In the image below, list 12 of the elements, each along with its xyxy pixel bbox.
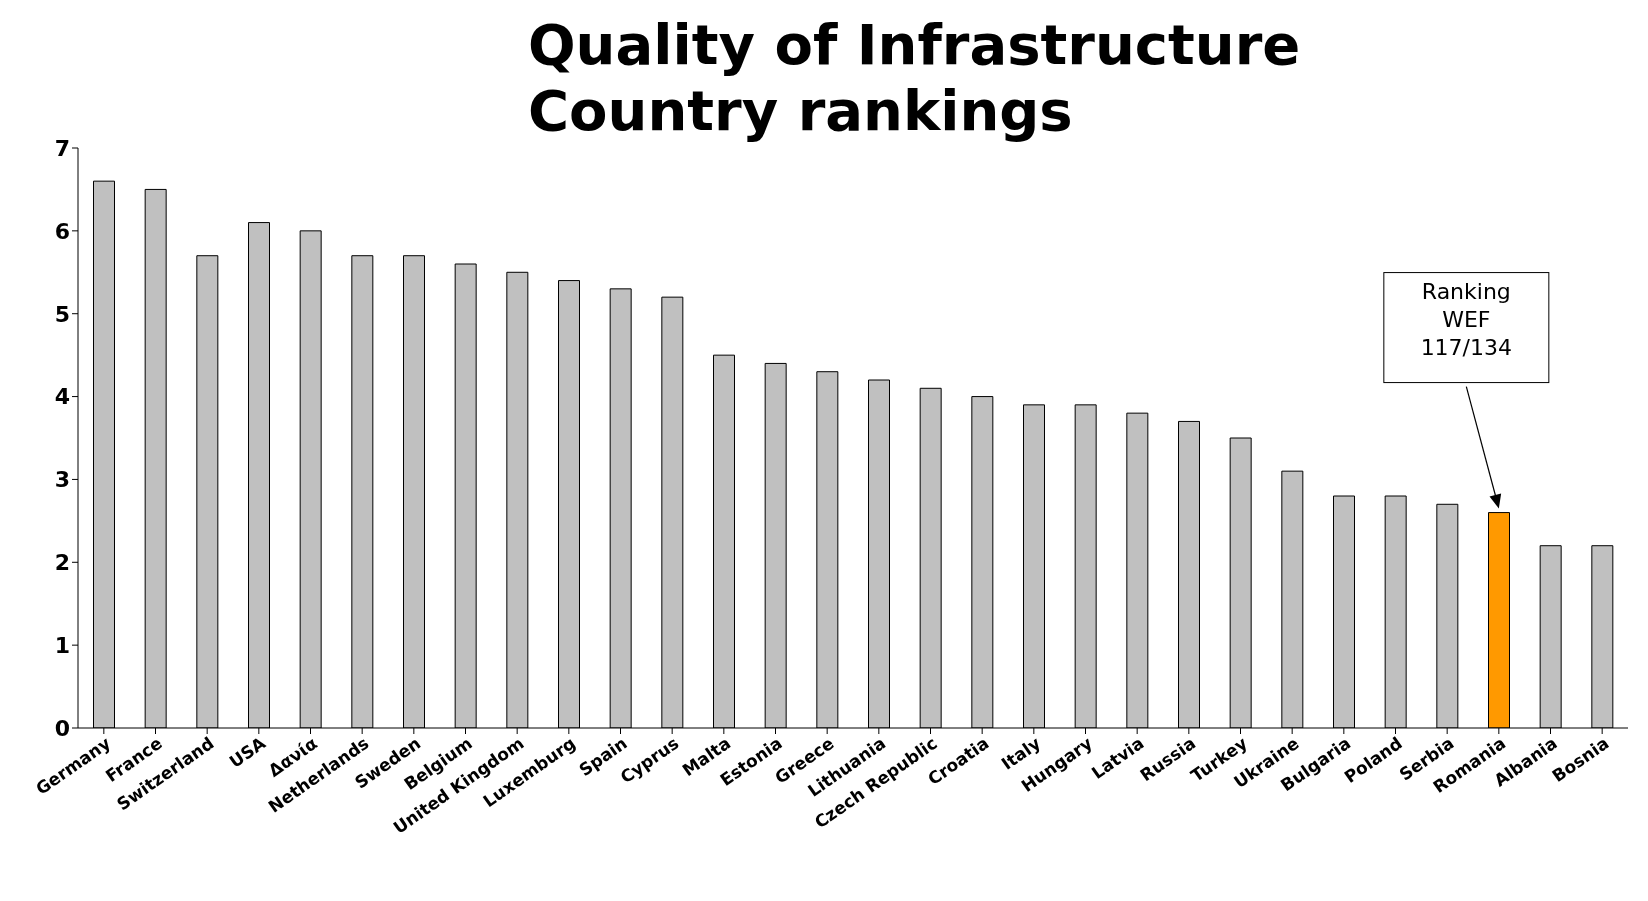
y-tick-label: 0 (54, 715, 70, 741)
chart-title: Quality of Infrastructure (528, 12, 1301, 78)
x-tick-label: USA (225, 732, 270, 772)
y-tick-label: 1 (54, 632, 70, 658)
y-tick-label: 4 (54, 384, 70, 410)
y-tick-label: 5 (54, 301, 70, 327)
chart-subtitle: Country rankings (528, 78, 1074, 144)
y-tick-label: 3 (54, 467, 70, 493)
annotation: Ranking WEF 117/134 (1420, 278, 1513, 360)
y-tick-label: 6 (54, 218, 70, 244)
y-tick-label: 2 (54, 550, 70, 576)
y-tick-label: 7 (54, 135, 70, 161)
